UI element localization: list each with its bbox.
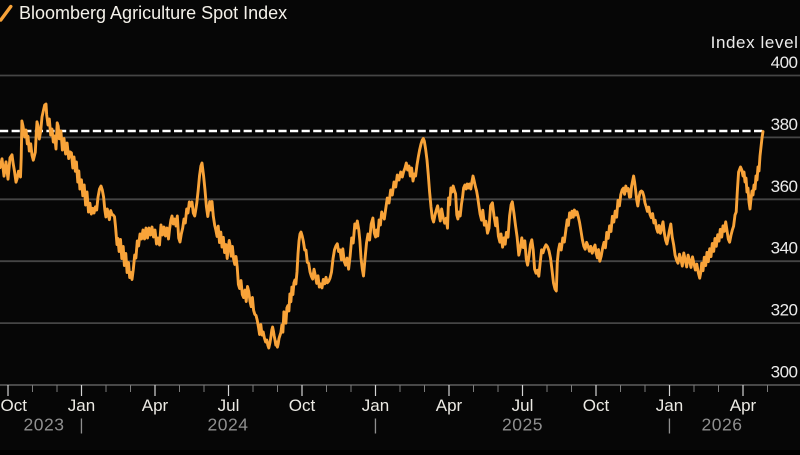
svg-text:320: 320 bbox=[771, 301, 798, 320]
svg-text:340: 340 bbox=[771, 239, 798, 258]
svg-text:Oct: Oct bbox=[289, 396, 316, 415]
svg-text:Apr: Apr bbox=[436, 396, 463, 415]
svg-text:|: | bbox=[79, 417, 83, 434]
svg-text:400: 400 bbox=[771, 53, 798, 72]
svg-text:|: | bbox=[667, 417, 671, 434]
svg-text:Jan: Jan bbox=[362, 396, 389, 415]
svg-text:Jul: Jul bbox=[512, 396, 534, 415]
svg-text:Index level: Index level bbox=[711, 33, 799, 52]
svg-text:|: | bbox=[373, 417, 377, 434]
svg-text:Jan: Jan bbox=[68, 396, 95, 415]
svg-text:Apr: Apr bbox=[142, 396, 169, 415]
svg-text:Bloomberg Agriculture Spot Ind: Bloomberg Agriculture Spot Index bbox=[19, 3, 287, 23]
svg-text:Jul: Jul bbox=[218, 396, 240, 415]
svg-text:2026: 2026 bbox=[702, 415, 743, 435]
svg-text:300: 300 bbox=[771, 363, 798, 382]
svg-text:2025: 2025 bbox=[502, 415, 543, 435]
svg-text:360: 360 bbox=[771, 177, 798, 196]
svg-text:Apr: Apr bbox=[730, 396, 757, 415]
svg-text:Jan: Jan bbox=[656, 396, 683, 415]
svg-text:2023: 2023 bbox=[24, 415, 65, 435]
svg-text:380: 380 bbox=[771, 115, 798, 134]
svg-text:Oct: Oct bbox=[1, 396, 28, 415]
svg-text:Oct: Oct bbox=[583, 396, 610, 415]
svg-text:2024: 2024 bbox=[208, 415, 249, 435]
